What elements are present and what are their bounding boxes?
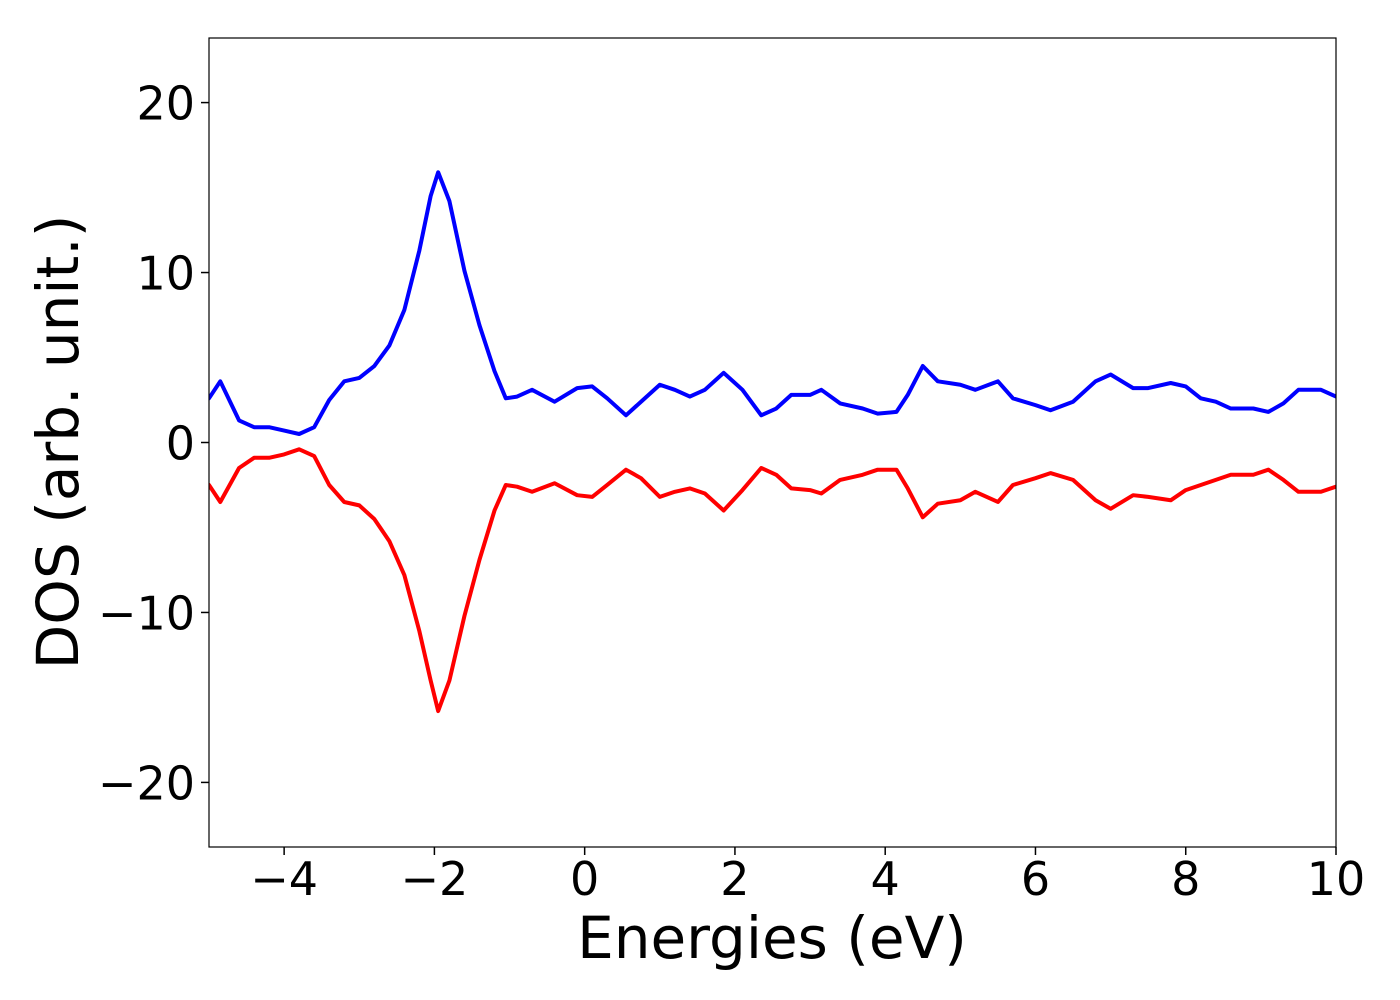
- x-axis-label: Energies (eV): [577, 904, 967, 972]
- x-tick-label: 4: [871, 852, 900, 906]
- y-tick-label: 0: [166, 417, 195, 471]
- x-tick-label: 2: [720, 852, 749, 906]
- x-tick-label: −2: [400, 852, 468, 906]
- x-tick-label: 8: [1171, 852, 1200, 906]
- x-tick-label: −4: [250, 852, 318, 906]
- data-line: [209, 170, 1336, 436]
- x-tick-label: 10: [1307, 852, 1366, 906]
- data-line: [209, 447, 1336, 714]
- x-tick-label: 6: [1021, 852, 1050, 906]
- y-axis-label: DOS (arb. unit.): [24, 215, 92, 670]
- y-tick-label: −20: [98, 756, 195, 810]
- y-tick-label: 20: [136, 77, 195, 131]
- y-tick-label: −10: [98, 586, 195, 640]
- plot-frame: [208, 37, 1337, 848]
- y-tick-label: 10: [136, 247, 195, 301]
- x-tick-label: 0: [570, 852, 599, 906]
